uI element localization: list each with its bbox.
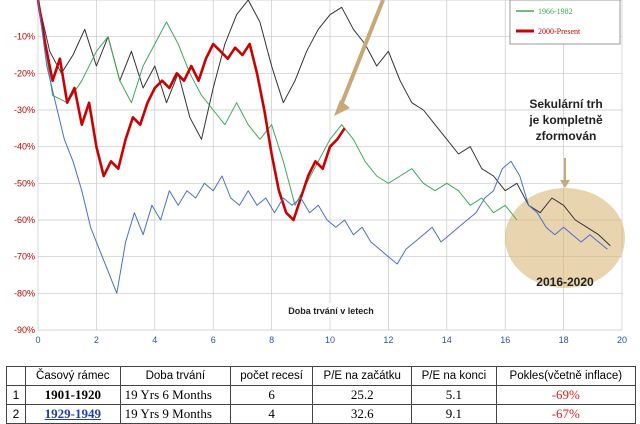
row-pe-start: 32.6 <box>312 404 413 424</box>
header-timeframe: Časový rámec <box>25 366 121 386</box>
y-tick-label: -50% <box>14 178 35 188</box>
table-row: 2 1929-1949 19 Yrs 9 Months 4 32.6 9.1 -… <box>6 404 637 424</box>
x-tick-label: 14 <box>442 335 452 345</box>
annotation-secular-line1: Sekulární trh <box>529 97 602 111</box>
row-recessions: 4 <box>230 404 314 424</box>
legend: 1966-1982 2000-Present <box>509 0 621 45</box>
x-tick-label: 16 <box>500 335 510 345</box>
annotation-arrow-red <box>338 0 385 109</box>
row-duration: 19 Yrs 9 Months <box>119 404 232 424</box>
header-index <box>6 366 26 386</box>
summary-table: Časový rámec Doba trvání počet recesí P/… <box>6 366 637 424</box>
x-axis-label: Doba trvání v letech <box>288 306 374 316</box>
annotation-arrowhead-secular <box>560 180 570 188</box>
y-tick-label: -20% <box>14 68 35 78</box>
header-pe-end: P/E na konci <box>411 366 497 386</box>
table-header-row: Časový rámec Doba trvání počet recesí P/… <box>6 366 637 386</box>
header-duration: Doba trvání <box>119 366 232 386</box>
row-decline: -69% <box>495 385 637 405</box>
annotation-ellipse <box>505 188 625 288</box>
y-tick-label: -70% <box>14 252 35 262</box>
legend-label-1966: 1966-1982 <box>538 7 573 16</box>
y-tick-label: -40% <box>14 142 35 152</box>
header-decline: Pokles(včetně inflace) <box>495 366 637 386</box>
series-line-black <box>37 0 611 247</box>
y-tick-label: -60% <box>14 215 35 225</box>
y-tick-label: -80% <box>14 288 35 298</box>
row-pe-end: 9.1 <box>411 404 497 424</box>
header-recessions: počet recesí <box>230 366 314 386</box>
row-pe-start: 25.2 <box>312 385 413 405</box>
x-tick-label: 12 <box>383 335 393 345</box>
annotation-arrowhead-red <box>334 100 350 116</box>
row-recessions: 6 <box>230 385 314 405</box>
xlabel-bg <box>286 303 376 317</box>
x-tick-label: 6 <box>211 335 216 345</box>
x-tick-label: 0 <box>35 335 40 345</box>
row-timeframe: 1929-1949 <box>25 404 121 424</box>
y-tick-label: -10% <box>14 32 35 42</box>
x-tick-label: 20 <box>617 335 627 345</box>
x-tick-label: 8 <box>269 335 274 345</box>
y-tick-label: -30% <box>14 105 35 115</box>
row-pe-end: 5.1 <box>411 385 497 405</box>
x-tick-label: 4 <box>152 335 157 345</box>
row-decline: -67% <box>495 404 637 424</box>
row-duration: 19 Yrs 6 Months <box>119 385 232 405</box>
x-tick-label: 2 <box>94 335 99 345</box>
y-axis-ticks: -10% -20% -30% -40% -50% -60% -70% -80% -90% <box>14 32 35 335</box>
x-tick-label: 18 <box>559 335 569 345</box>
annotation-secular-line3: zformován <box>536 129 597 143</box>
x-tick-label: 10 <box>325 335 335 345</box>
chart: -10% -20% -30% -40% -50% -60% -70% -80% -90% 0 2 4… <box>13 0 628 345</box>
row-timeframe: 1901-1920 <box>25 385 121 405</box>
series-line-blue <box>37 0 608 294</box>
annotation-secular-line2: je kompletně <box>528 113 603 127</box>
series-layer <box>36 0 611 294</box>
row-index: 1 <box>6 385 26 405</box>
x-axis-ticks: 0 2 4 6 8 10 12 14 16 18 20 <box>35 335 627 345</box>
header-pe-start: P/E na začátku <box>312 366 413 386</box>
series-line-green <box>37 0 518 221</box>
legend-label-2000: 2000-Present <box>538 27 581 36</box>
y-tick-label: -90% <box>14 325 35 335</box>
row-index: 2 <box>6 404 26 424</box>
series-line-red <box>36 0 346 222</box>
table-row: 1 1901-1920 19 Yrs 6 Months 6 25.2 5.1 -… <box>6 385 637 405</box>
annotation-period: 2016-2020 <box>536 275 594 289</box>
